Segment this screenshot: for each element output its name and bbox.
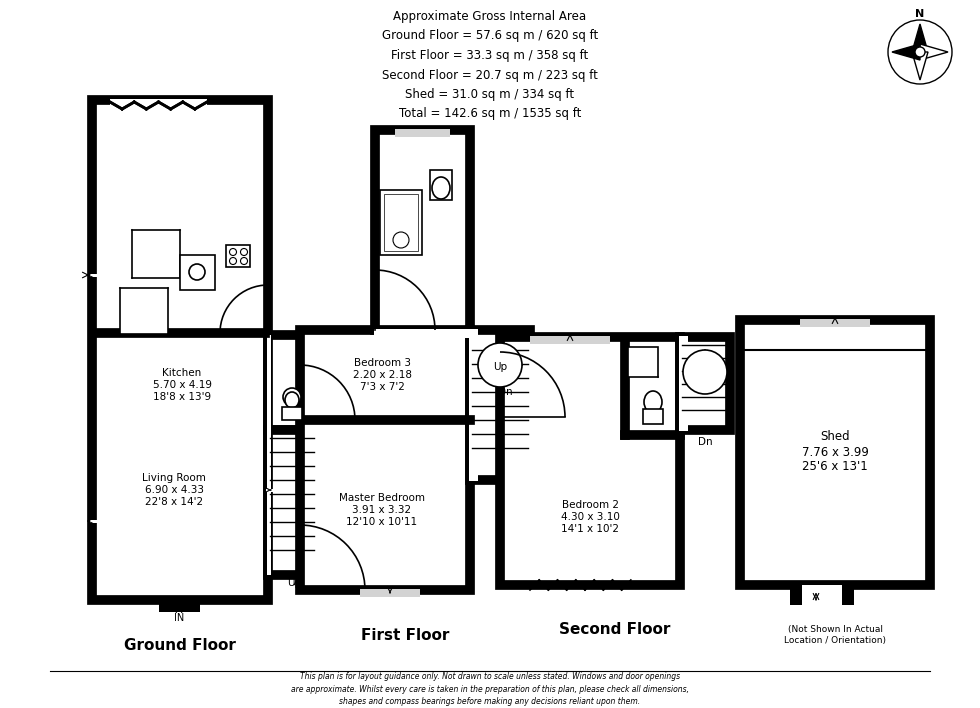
Bar [92,597,157,604]
Circle shape [229,249,236,256]
Polygon shape [920,44,948,60]
Bar [469,329,478,481]
Text: First Floor: First Floor [361,627,449,642]
Bar [267,430,271,575]
Text: Dn: Dn [698,437,712,447]
Text: Living Room
6.90 x 4.33
22'8 x 14'2: Living Room 6.90 x 4.33 22'8 x 14'2 [142,474,206,507]
Text: Kitchen
5.70 x 4.19
18'8 x 13'9: Kitchen 5.70 x 4.19 18'8 x 13'9 [153,368,212,401]
Bar [267,335,271,430]
Text: Shed
7.76 x 3.99
25'6 x 13'1: Shed 7.76 x 3.99 25'6 x 13'1 [802,430,868,474]
Text: (Not Shown In Actual
Location / Orientation): (Not Shown In Actual Location / Orientat… [784,625,886,645]
Bar [92,100,268,600]
Bar [380,190,422,255]
Bar [90,274,100,277]
Circle shape [478,343,522,387]
Circle shape [683,350,727,394]
Bar [226,245,250,267]
Polygon shape [892,44,920,60]
Circle shape [189,264,205,280]
Bar [395,129,450,137]
Ellipse shape [644,391,662,413]
Bar [202,597,268,604]
Bar [470,330,530,480]
Bar [159,602,200,612]
Bar [120,288,168,334]
Bar [628,347,658,377]
Bar [643,409,663,424]
Bar [430,170,452,200]
Text: Bedroom 3
2.20 x 2.18
7'3 x 7'2: Bedroom 3 2.20 x 2.18 7'3 x 7'2 [353,358,412,392]
Circle shape [240,258,248,265]
Bar [360,589,420,597]
Circle shape [283,388,301,406]
Bar [679,336,688,431]
Bar [680,337,730,430]
Bar [282,407,302,420]
Text: Dn: Dn [498,387,513,397]
Circle shape [240,249,248,256]
Bar [300,330,470,590]
Text: Ground Floor: Ground Floor [124,637,236,653]
Bar [374,329,471,338]
Bar [268,335,316,430]
Text: IN: IN [173,613,184,623]
Polygon shape [912,24,928,52]
Bar [530,336,610,344]
Bar [375,130,470,330]
Bar [110,99,207,108]
Circle shape [393,232,409,248]
Circle shape [915,47,925,57]
Bar [802,585,842,605]
Bar [384,194,418,251]
Text: Up: Up [493,362,507,372]
Circle shape [229,258,236,265]
Bar [180,255,215,290]
Ellipse shape [432,177,450,199]
Text: Bedroom 2
4.30 x 3.10
14'1 x 10'2: Bedroom 2 4.30 x 3.10 14'1 x 10'2 [561,501,619,534]
Bar [842,585,854,605]
Ellipse shape [285,392,299,408]
Bar [800,319,870,327]
Bar [266,489,276,492]
Text: This plan is for layout guidance only. Not drawn to scale unless stated. Windows: This plan is for layout guidance only. N… [291,672,689,708]
Text: N: N [915,9,924,19]
Bar [790,585,802,605]
Bar [740,320,930,585]
Text: Approximate Gross Internal Area
Ground Floor = 57.6 sq m / 620 sq ft
First Floor: Approximate Gross Internal Area Ground F… [382,10,598,120]
Bar [268,430,316,575]
Bar [132,230,180,278]
Bar [500,337,680,585]
Text: Up: Up [287,578,301,588]
Text: Master Bedroom
3.91 x 3.32
12'10 x 10'11: Master Bedroom 3.91 x 3.32 12'10 x 10'11 [339,493,425,527]
Bar [90,520,99,523]
Polygon shape [912,52,928,80]
Text: Second Floor: Second Floor [560,622,670,637]
